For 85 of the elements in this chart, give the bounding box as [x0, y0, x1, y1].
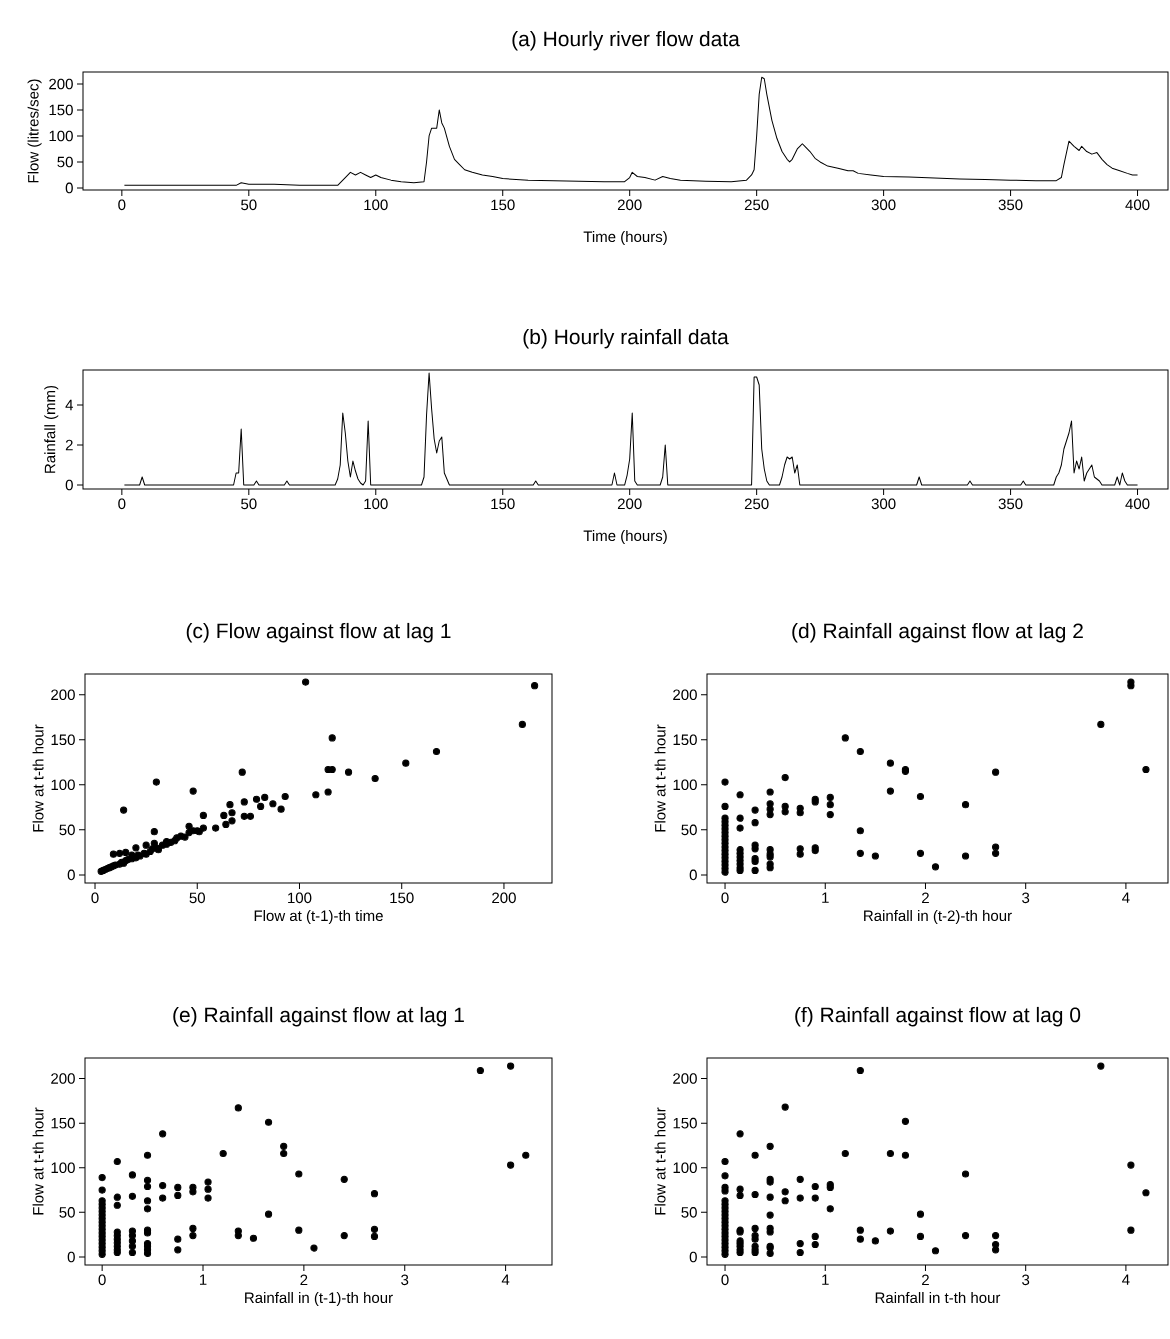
x-tick-label: 150 — [491, 199, 515, 211]
x-tick-label: 0 — [118, 498, 126, 510]
x-tick-label: 100 — [364, 498, 388, 510]
x-tick-label: 4 — [1122, 1274, 1130, 1285]
y-tick-label: 0 — [689, 1251, 697, 1263]
x-tick-label: 3 — [1022, 892, 1030, 904]
x-tick-label: 200 — [617, 498, 642, 510]
x-tick-label: 3 — [401, 1274, 409, 1286]
chart-title: (b) Hourly rainfall data — [523, 328, 729, 349]
y-tick-label: 4 — [65, 399, 74, 411]
y-tick-label: 50 — [57, 156, 73, 168]
y-tick-label: 200 — [51, 689, 75, 701]
chart-title: (f) Rainfall against flow at lag 0 — [795, 1006, 1081, 1027]
y-tick-label: 0 — [67, 869, 75, 881]
x-tick-label: 350 — [998, 199, 1023, 211]
x-axis-title: Rainfall in t-th hour — [875, 1292, 1001, 1304]
x-tick-label: 50 — [241, 199, 257, 211]
y-tick-label: 0 — [689, 869, 697, 881]
y-axis-title: Flow at t-th hour — [654, 1107, 666, 1215]
x-tick-label: 250 — [744, 199, 769, 211]
y-tick-label: 2 — [65, 439, 73, 451]
y-tick-label: 50 — [681, 1207, 697, 1218]
y-tick-label: 200 — [673, 689, 697, 701]
x-tick-label: 250 — [744, 498, 769, 510]
y-tick-label: 100 — [673, 779, 697, 791]
y-tick-label: 0 — [65, 479, 73, 491]
x-axis-title: Rainfall in (t-1)-th hour — [245, 1292, 393, 1306]
x-tick-label: 0 — [91, 892, 99, 904]
y-axis-title: Flow (litres/sec) — [27, 79, 42, 183]
y-tick-label: 0 — [67, 1251, 75, 1263]
y-tick-label: 50 — [681, 824, 697, 836]
y-tick-label: 200 — [49, 78, 73, 90]
chart-title: (a) Hourly river flow data — [512, 30, 740, 51]
x-tick-label: 200 — [617, 199, 642, 211]
x-tick-label: 4 — [1122, 892, 1130, 903]
y-tick-label: 150 — [51, 734, 75, 746]
x-tick-label: 0 — [721, 1274, 729, 1286]
x-axis-title: Time (hours) — [583, 231, 667, 245]
y-tick-label: 200 — [673, 1073, 697, 1084]
y-axis-title: Flow at t-th hour — [32, 724, 44, 832]
x-tick-label: 3 — [1022, 1274, 1030, 1286]
x-tick-label: 100 — [364, 199, 388, 211]
y-tick-label: 100 — [49, 130, 73, 142]
y-tick-label: 150 — [673, 1117, 697, 1129]
y-tick-label: 150 — [673, 734, 697, 746]
y-tick-label: 50 — [59, 824, 75, 836]
x-tick-label: 1 — [199, 1274, 207, 1285]
y-tick-label: 100 — [51, 1162, 75, 1174]
x-tick-label: 150 — [491, 498, 515, 510]
x-tick-label: 0 — [721, 892, 729, 904]
y-tick-label: 150 — [49, 104, 73, 116]
y-axis-title: Flow at t-th hour — [654, 724, 666, 832]
x-tick-label: 150 — [390, 892, 414, 904]
x-tick-label: 200 — [492, 892, 516, 904]
x-axis-title: Rainfall in (t-2)-th hour — [864, 910, 1012, 924]
y-tick-label: 100 — [673, 1162, 697, 1174]
x-tick-label: 2 — [922, 1274, 929, 1286]
x-tick-label: 50 — [241, 498, 257, 510]
y-axis-title: Rainfall (mm) — [44, 385, 59, 473]
x-tick-label: 0 — [118, 199, 126, 211]
x-tick-label: 0 — [98, 1274, 106, 1286]
y-tick-label: 50 — [59, 1207, 75, 1218]
x-tick-label: 2 — [922, 892, 929, 904]
x-tick-label: 50 — [189, 892, 205, 904]
y-tick-label: 200 — [51, 1073, 75, 1084]
x-tick-label: 1 — [822, 1274, 829, 1285]
chart-title: (d) Rainfall against flow at lag 2 — [792, 622, 1083, 643]
y-tick-label: 150 — [51, 1117, 75, 1129]
y-axis-title: Flow at t-th hour — [32, 1107, 44, 1215]
x-tick-label: 1 — [822, 892, 829, 903]
x-tick-label: 2 — [300, 1274, 308, 1286]
line-series — [123, 372, 1139, 486]
x-tick-label: 400 — [1125, 199, 1150, 211]
x-axis-title: Time (hours) — [583, 530, 667, 544]
y-tick-label: 100 — [51, 779, 75, 791]
x-axis-title: Flow at (t-1)-th time — [254, 910, 383, 924]
x-tick-label: 350 — [998, 498, 1023, 510]
x-tick-label: 300 — [871, 199, 896, 211]
x-tick-label: 4 — [501, 1274, 510, 1285]
chart-title: (e) Rainfall against flow at lag 1 — [173, 1006, 464, 1027]
x-tick-label: 300 — [871, 498, 896, 510]
x-tick-label: 100 — [288, 892, 312, 904]
chart-title: (c) Flow against flow at lag 1 — [186, 622, 451, 643]
x-tick-label: 400 — [1125, 498, 1150, 510]
y-tick-label: 0 — [65, 182, 73, 194]
